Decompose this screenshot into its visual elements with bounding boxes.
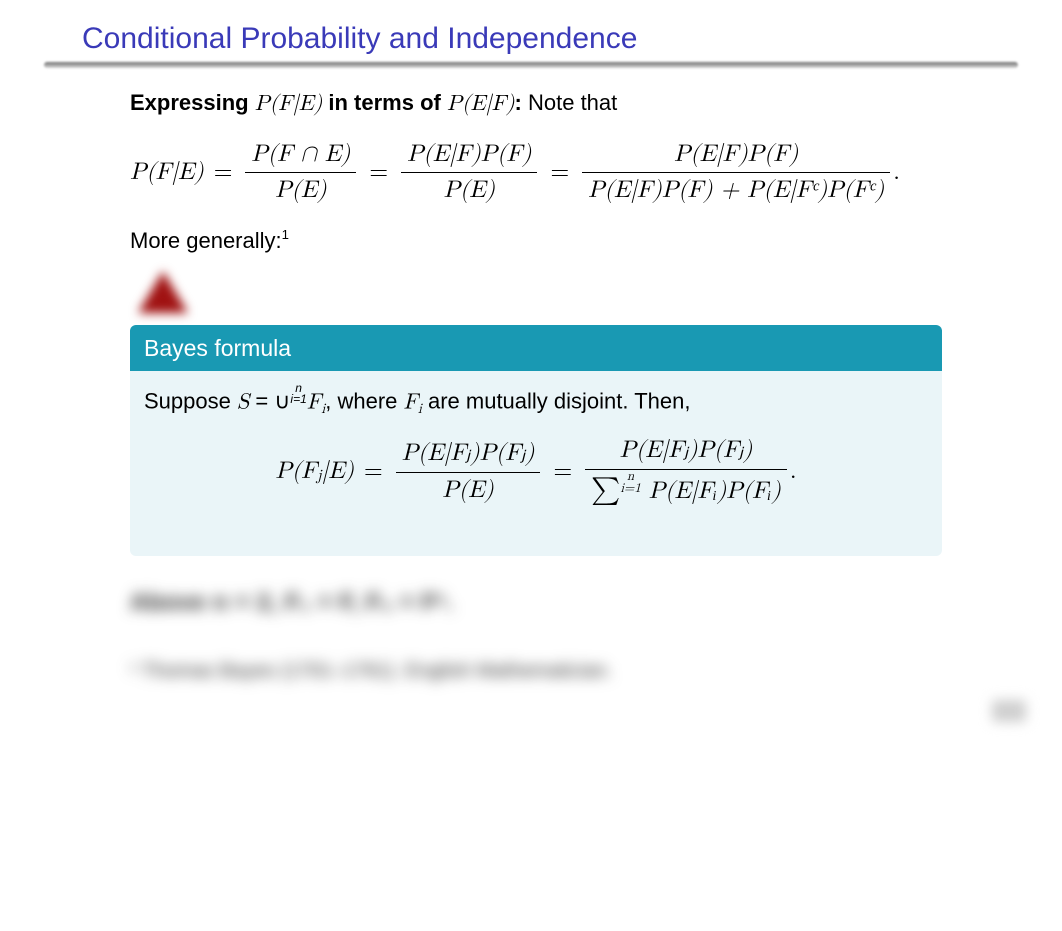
d1-f2-num: P(E|F)P(F) xyxy=(401,138,537,173)
b-lhs-rest: |E) xyxy=(322,455,354,489)
b-f1-num: P(E|Fⱼ)P(Fⱼ) xyxy=(396,437,541,472)
Fi-sub: i xyxy=(418,401,422,416)
b-period: . xyxy=(790,455,797,489)
triangle-icon xyxy=(138,271,188,313)
union-Fsub: i xyxy=(321,401,325,416)
sum-sigma: ∑ xyxy=(591,476,620,503)
intro-prefix: Expressing xyxy=(130,90,255,115)
intro-line: Expressing P(F|E) in terms of P(E|F): No… xyxy=(130,88,1002,120)
d1-frac3: P(E|F)P(F) P(E|F)P(F) + P(E|Fᶜ)P(Fᶜ) xyxy=(582,138,890,208)
more-generally: More generally: xyxy=(130,228,282,253)
b-frac2: P(E|Fⱼ)P(Fⱼ) ∑ni=1 P(E|Fᵢ)P(Fᵢ) xyxy=(585,434,787,510)
more-generally-line: More generally:1 xyxy=(130,226,1002,257)
bayes-suppose: Suppose S = ∪ni=1Fi, where Fi are mutual… xyxy=(144,383,928,418)
slide-title: Conditional Probability and Independence xyxy=(0,0,1062,62)
slide-content: Expressing P(F|E) in terms of P(E|F): No… xyxy=(0,68,1062,620)
b-f2-den: ∑ni=1 P(E|Fᵢ)P(Fᵢ) xyxy=(585,469,787,510)
intro-suffix: : xyxy=(515,90,528,115)
suppose-mid: , where xyxy=(325,388,403,413)
suppose-eq: = xyxy=(249,388,274,413)
b-lhs-P: P(F xyxy=(276,455,317,489)
intro-mid: in terms of xyxy=(322,90,447,115)
Fi: F xyxy=(404,391,418,413)
d1-eq3: = xyxy=(540,156,579,190)
d1-period: . xyxy=(893,156,900,190)
b-f1-den: P(E) xyxy=(396,472,541,508)
union-limits: ni=1 xyxy=(290,383,306,405)
d1-f2-den: P(E) xyxy=(401,172,537,208)
blurred-remark: Above n = 2, F₁ = F, F₂ = Fᶜ. xyxy=(130,586,1002,620)
union-F: F xyxy=(307,391,321,413)
warning-icon xyxy=(138,271,1002,313)
suppose-post: are mutually disjoint. Then, xyxy=(422,388,691,413)
title-underline xyxy=(44,62,1018,68)
b-eq1: = xyxy=(354,455,393,489)
d1-frac1: P(F ∩ E) P(E) xyxy=(245,138,356,208)
bayes-display: P(Fj|E) = P(E|Fⱼ)P(Fⱼ) P(E) = P(E|Fⱼ)P(F… xyxy=(144,434,928,510)
d1-lhs: P(F|E) xyxy=(130,156,204,190)
b-frac1: P(E|Fⱼ)P(Fⱼ) P(E) xyxy=(396,437,541,507)
bayes-box-body: Suppose S = ∪ni=1Fi, where Fi are mutual… xyxy=(130,371,942,556)
d1-f3-den: P(E|F)P(F) + P(E|Fᶜ)P(Fᶜ) xyxy=(582,172,890,208)
suppose-S: S xyxy=(237,391,249,413)
suppose-pre: Suppose xyxy=(144,388,237,413)
d1-f3-num: P(E|F)P(F) xyxy=(582,138,890,173)
d1-f1-num: P(F ∩ E) xyxy=(245,138,356,173)
blurred-corner-badge xyxy=(992,700,1026,722)
d1-eq1: = xyxy=(204,156,243,190)
union-bot: i=1 xyxy=(290,394,306,405)
b-f2-num: P(E|Fⱼ)P(Fⱼ) xyxy=(585,434,787,469)
sum-body: P(E|Fᵢ)P(Fᵢ) xyxy=(641,478,781,502)
d1-frac2: P(E|F)P(F) P(E) xyxy=(401,138,537,208)
sum-limits: ni=1 xyxy=(620,471,641,495)
display-eq-1: P(F|E) = P(F ∩ E) P(E) = P(E|F)P(F) P(E)… xyxy=(130,138,1002,208)
sum-bot: i=1 xyxy=(620,483,641,495)
b-lhs-sub: j xyxy=(317,466,322,488)
intro-note: Note that xyxy=(528,90,617,115)
intro-expr1: P(F|E) xyxy=(255,93,323,115)
intro-expr2: P(E|F) xyxy=(447,93,515,115)
bayes-box-header: Bayes formula xyxy=(130,325,942,371)
d1-eq2: = xyxy=(359,156,398,190)
union-sym: ∪ xyxy=(274,388,290,413)
blurred-footnote: ¹ Thomas Bayes (1701–1761). English Math… xyxy=(130,660,630,683)
footnote-ref: 1 xyxy=(282,227,289,242)
d1-f1-den: P(E) xyxy=(245,172,356,208)
b-eq2: = xyxy=(543,455,582,489)
slide: Conditional Probability and Independence… xyxy=(0,0,1062,931)
